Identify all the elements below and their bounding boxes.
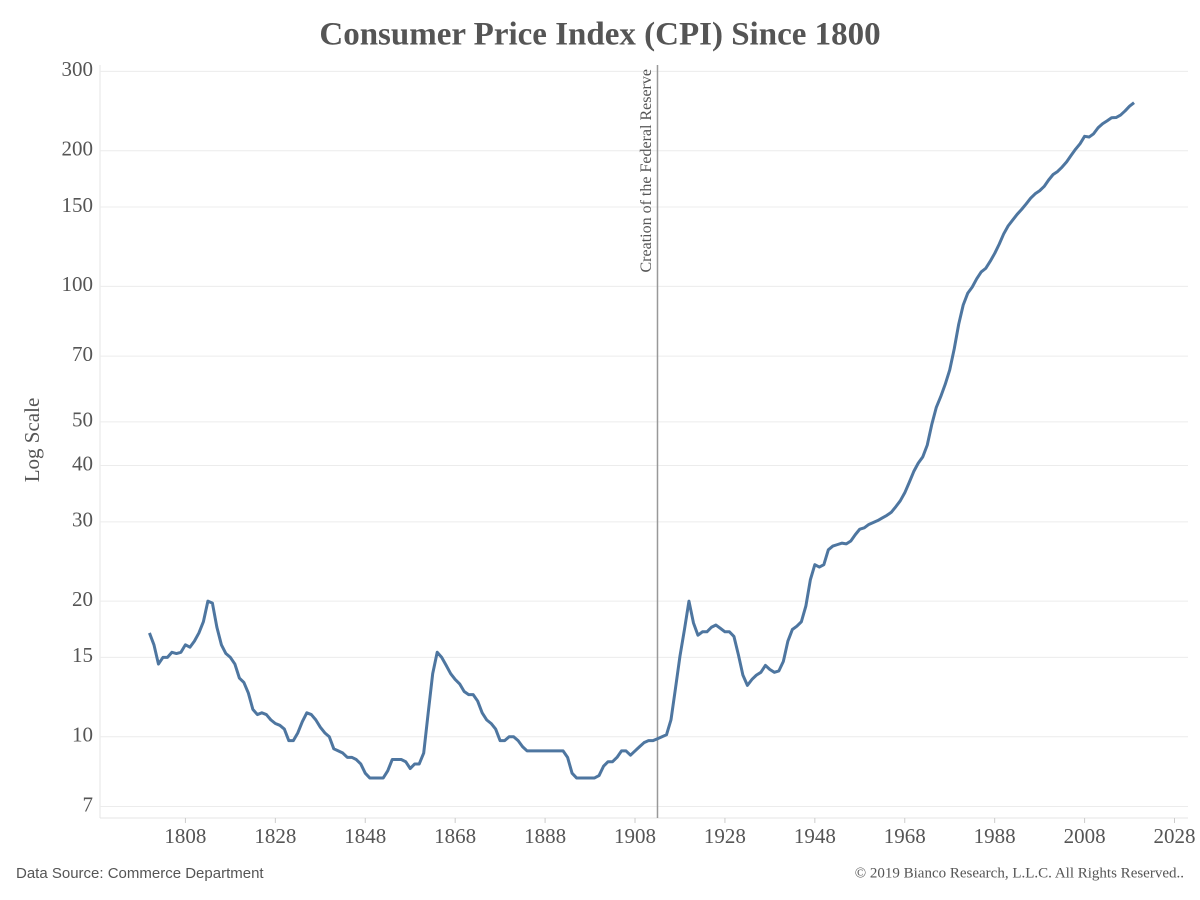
y-axis-label: Log Scale (20, 398, 44, 483)
y-tick-label: 20 (72, 587, 93, 611)
y-tick-label: 15 (72, 643, 93, 667)
y-tick-label: 30 (72, 508, 93, 532)
y-tick-label: 10 (72, 723, 93, 747)
y-tick-label: 70 (72, 342, 93, 366)
y-tick-label: 100 (62, 272, 94, 296)
x-tick-label: 2008 (1064, 824, 1106, 848)
y-tick-label: 200 (62, 137, 94, 161)
y-tick-label: 150 (62, 193, 94, 217)
x-tick-label: 1808 (164, 824, 206, 848)
x-tick-label: 1908 (614, 824, 656, 848)
cpi-line (148, 101, 1135, 780)
y-tick-label: 50 (72, 408, 93, 432)
x-tick-label: 1848 (344, 824, 386, 848)
y-tick-label: 7 (83, 792, 94, 816)
annotation-text: Creation of the Federal Reserve (638, 69, 655, 272)
x-tick-label: 1828 (254, 824, 296, 848)
x-tick-label: 1928 (704, 824, 746, 848)
source-note: Data Source: Commerce Department (16, 865, 264, 882)
y-tick-label: 40 (72, 451, 93, 475)
y-tick-label: 300 (62, 57, 94, 81)
x-tick-label: 1988 (974, 824, 1016, 848)
x-tick-label: 1948 (794, 824, 836, 848)
x-tick-label: 1888 (524, 824, 566, 848)
copyright-note: © 2019 Bianco Research, L.L.C. All Right… (855, 865, 1184, 881)
chart-title: Consumer Price Index (CPI) Since 1800 (319, 17, 880, 53)
x-tick-label: 1968 (884, 824, 926, 848)
x-tick-label: 1868 (434, 824, 476, 848)
x-tick-label: 2028 (1154, 824, 1196, 848)
